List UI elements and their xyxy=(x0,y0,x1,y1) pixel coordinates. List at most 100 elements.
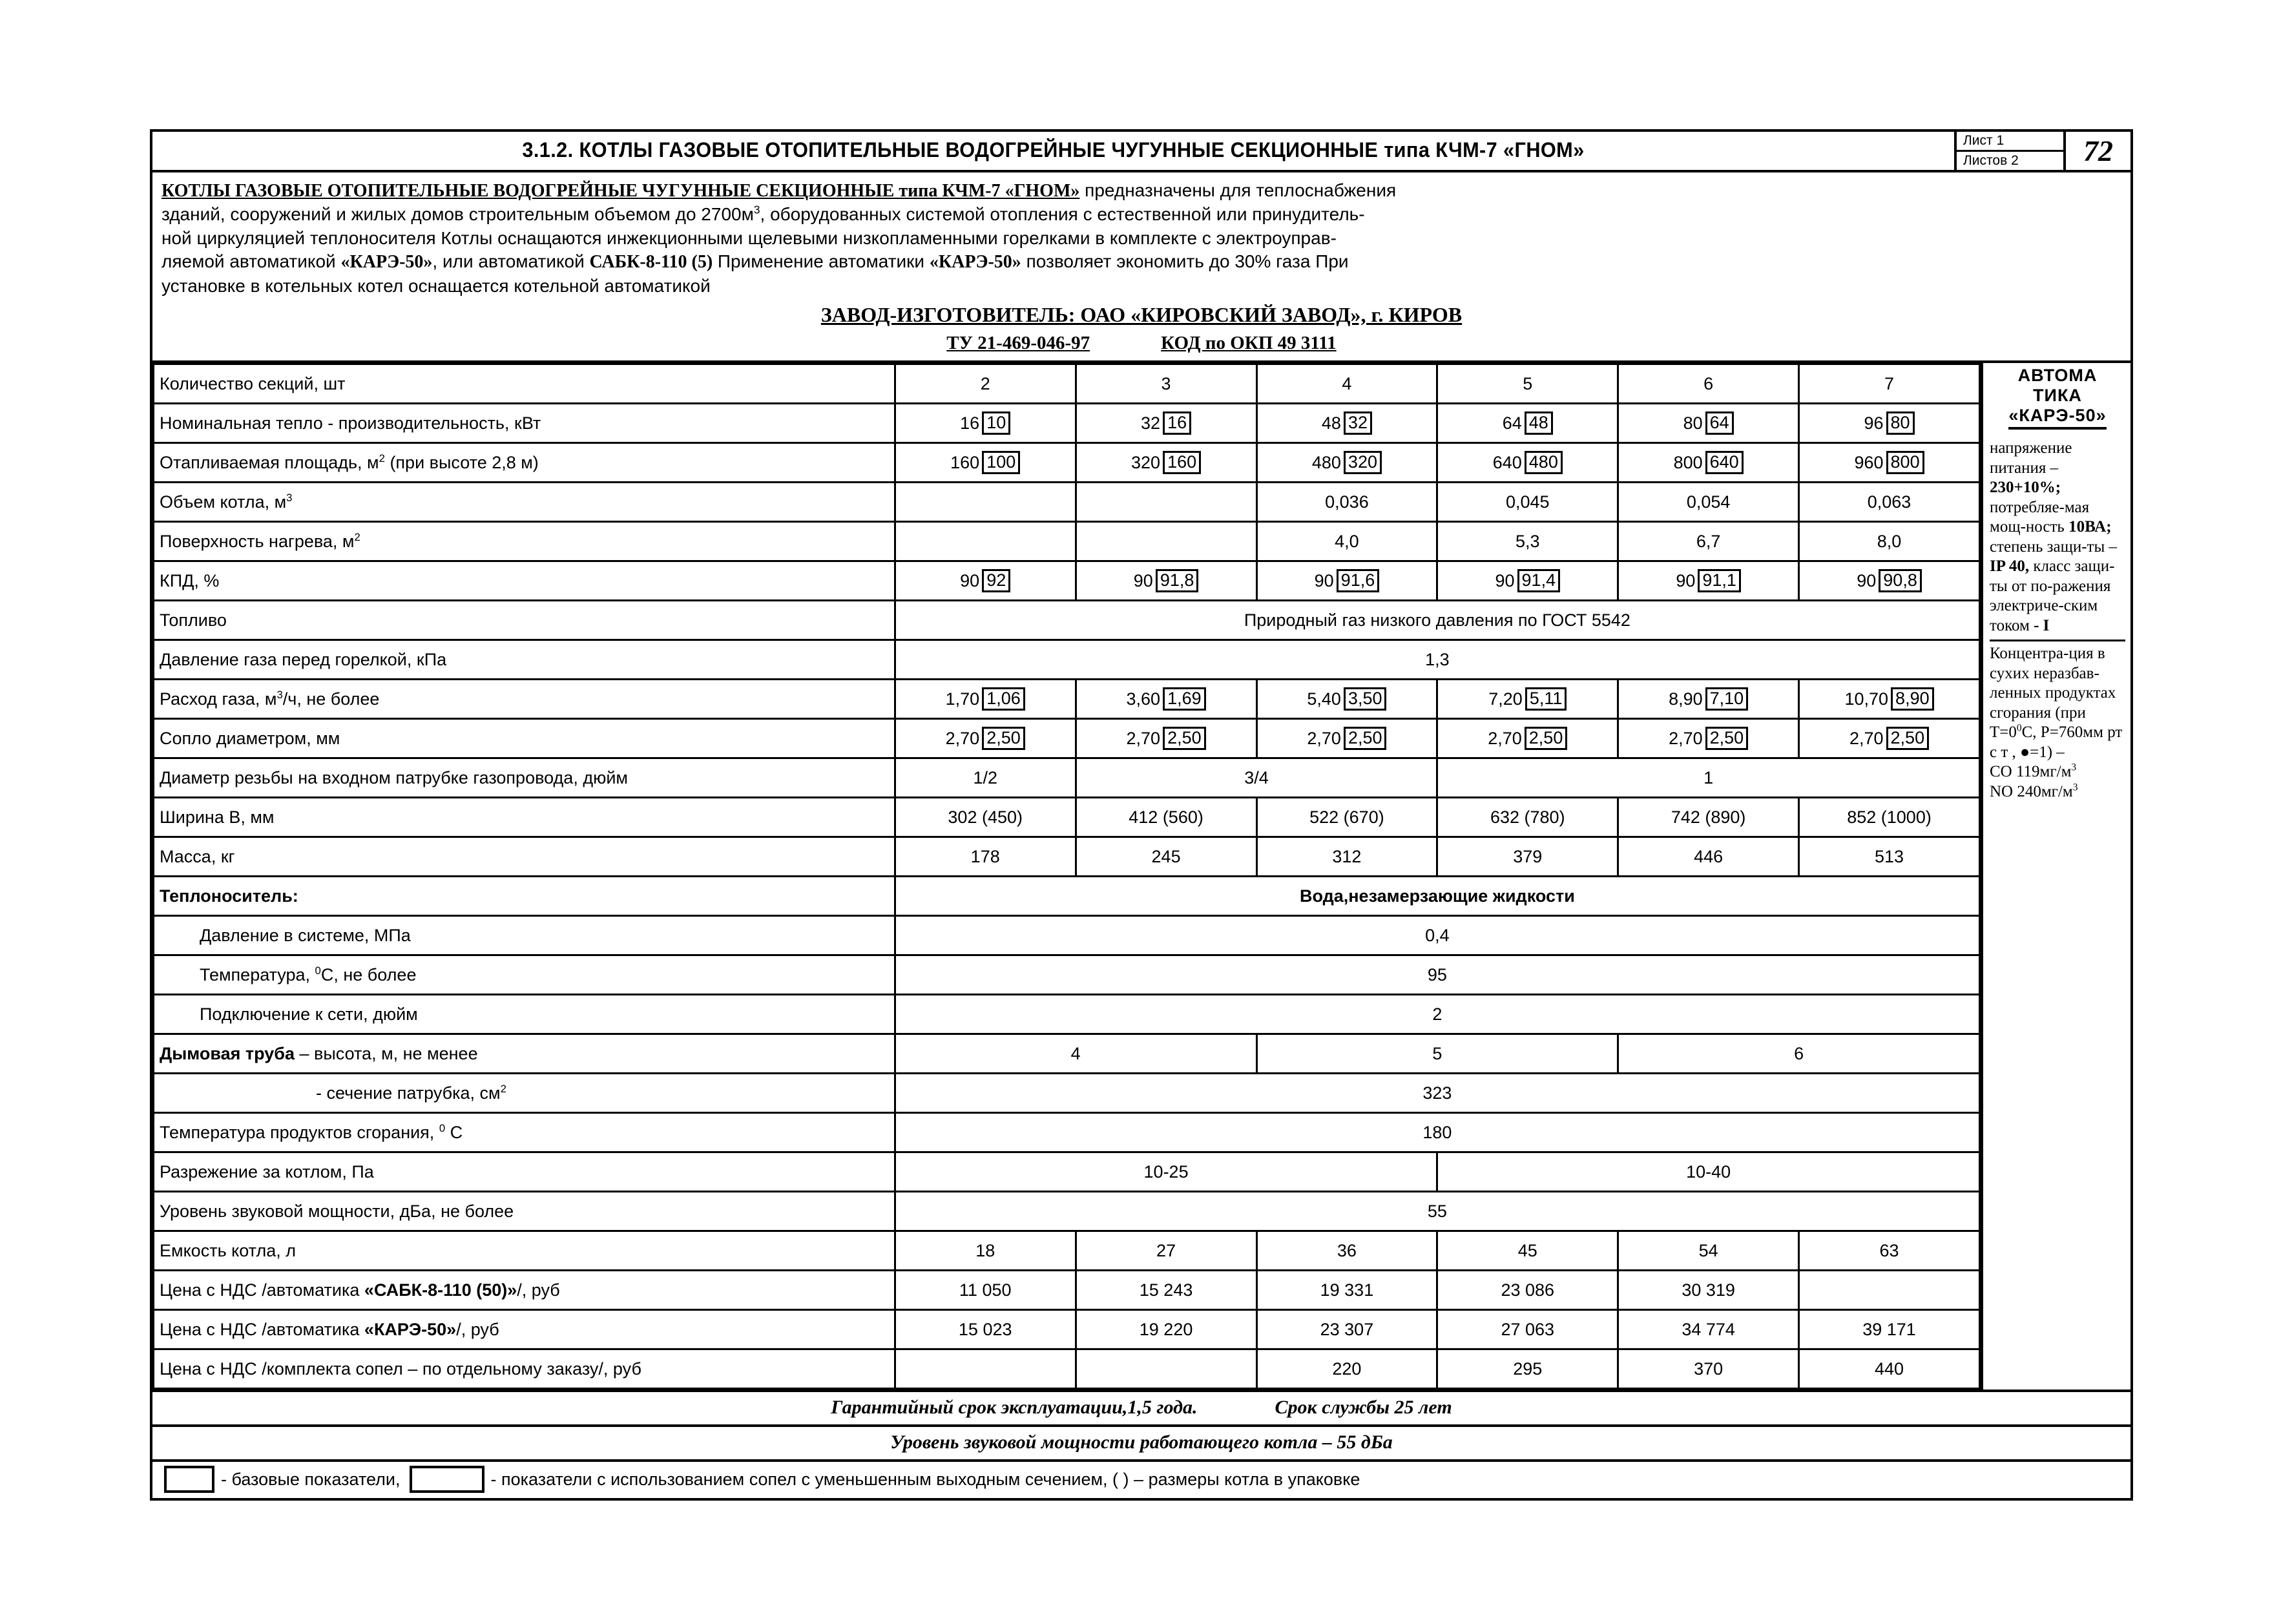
sidebar-title-l1: АВТОМА xyxy=(2017,366,2098,386)
row-cell: 10,70 8,90 xyxy=(1798,678,1981,720)
base-value: 10,70 xyxy=(1844,689,1889,709)
base-value: 2,70 xyxy=(1307,728,1341,748)
table-row: Масса, кг 178 245 312 379 446 513 xyxy=(152,836,1981,878)
row-cell: 742 (890) xyxy=(1617,796,1800,838)
base-value: 320 xyxy=(1131,452,1161,472)
table-row: Топливо Природный газ низкого давления по… xyxy=(152,599,1981,641)
row-label: КПД, % xyxy=(152,560,896,602)
row-cell: 4,0 xyxy=(1255,521,1439,563)
row-merged-value: 323 xyxy=(893,1072,1981,1114)
row-cell xyxy=(1074,1348,1258,1390)
legend-swatch-reduced xyxy=(409,1466,484,1494)
row-cell: 8,90 7,10 xyxy=(1617,678,1800,720)
sheet-current: Лист 1 xyxy=(1957,132,2063,152)
base-value: 5,40 xyxy=(1307,689,1341,709)
base-value: 16 xyxy=(960,413,980,433)
reduced-nozzle-value: 2,50 xyxy=(1886,727,1930,751)
row-merged-value: Природный газ низкого давления по ГОСТ 5… xyxy=(893,599,1981,641)
body-wrap: Количество секций, шт 2 3 4 5 6 7 Номинальная т… xyxy=(152,363,2130,1390)
base-value: 90 xyxy=(1314,570,1334,590)
legend-reduced-text: - показатели с использованием сопел с ум… xyxy=(490,1469,1360,1489)
spec-table-body: Количество секций, шт 2 3 4 5 6 7 Номинальная т… xyxy=(152,363,1981,1390)
base-value: 2,70 xyxy=(1669,728,1703,748)
row-label: Сопло диаметром, мм xyxy=(152,718,896,760)
row-cell: 64 48 xyxy=(1436,402,1620,444)
row-cell: 522 (670) xyxy=(1255,796,1439,838)
reduced-nozzle-value: 91,1 xyxy=(1698,569,1741,593)
row-cell xyxy=(893,481,1077,523)
base-value: 90 xyxy=(1676,570,1696,590)
row-cell: 11 050 xyxy=(893,1269,1077,1311)
base-value: 1,70 xyxy=(945,689,980,709)
sidebar-p5: Концентра-ция в сухих неразбав-ленных пр… xyxy=(1990,645,2116,742)
table-row: Цена с НДС /автоматика «САБК-8-110 (50)»… xyxy=(152,1269,1981,1311)
table-row: Сопло диаметром, мм 2,70 2,50 2,70 2,50 2,70 2… xyxy=(152,718,1981,760)
intro-paragraph: КОТЛЫ ГАЗОВЫЕ ОТОПИТЕЛЬНЫЕ ВОДОГРЕЙНЫЕ Ч… xyxy=(152,172,2130,364)
reduced-nozzle-value: 800 xyxy=(1886,451,1924,475)
legend-swatch-base xyxy=(164,1466,214,1494)
intro-line1-tail: предназначены для теплоснабжения xyxy=(1079,180,1397,200)
table-row: Давление газа перед горелкой, кПа 1,3 xyxy=(152,639,1981,681)
row-cell: 320 160 xyxy=(1074,442,1258,484)
base-value: 800 xyxy=(1673,452,1703,472)
row-cell: 6 xyxy=(1617,363,1800,405)
row-cell xyxy=(1074,481,1258,523)
row-cell: 36 xyxy=(1255,1230,1439,1272)
intro-line4-b: «КАРЭ-50» xyxy=(340,252,433,273)
row-cell: 15 243 xyxy=(1074,1269,1258,1311)
row-label: Давление газа перед горелкой, кПа xyxy=(152,639,896,681)
reduced-nozzle-value: 92 xyxy=(982,569,1011,593)
row-group-value: 6 xyxy=(1617,1033,1981,1075)
base-value: 7,20 xyxy=(1488,689,1523,709)
sheet-total: Листов 2 xyxy=(1963,153,2019,168)
row-cell: 18 xyxy=(893,1230,1077,1272)
table-row: Расход газа, м3/ч, не более 1,70 1,06 3,60 1… xyxy=(152,678,1981,720)
reduced-nozzle-value: 1,06 xyxy=(982,687,1025,711)
table-row: Диаметр резьбы на входном патрубке газоп… xyxy=(152,757,1981,799)
row-cell xyxy=(1074,521,1258,563)
sidebar-title-l2: ТИКА xyxy=(2033,386,2082,406)
row-cell: 160 100 xyxy=(893,442,1077,484)
table-row: КПД, % 90 92 90 91,8 90 91,6 90 91,4 90 91,1 90 90,8 xyxy=(152,560,1981,602)
row-cell: 2,70 2,50 xyxy=(1255,718,1439,760)
base-value: 2,70 xyxy=(945,728,980,748)
table-row: Емкость котла, л 18 27 36 45 54 63 xyxy=(152,1230,1981,1272)
base-value: 2,70 xyxy=(1126,728,1161,748)
row-label: Цена с НДС /автоматика «КАРЭ-50»/, руб xyxy=(152,1309,896,1351)
row-cell: 852 (1000) xyxy=(1798,796,1981,838)
row-cell: 513 xyxy=(1798,836,1981,878)
row-cell xyxy=(1798,1269,1981,1311)
row-cell: 960 800 xyxy=(1798,442,1981,484)
row-group-value: 10-40 xyxy=(1436,1151,1981,1193)
base-value: 8,90 xyxy=(1669,689,1703,709)
sidebar-p4b: - I xyxy=(2034,616,2050,634)
row-cell: 7 xyxy=(1798,363,1981,405)
manufacturer-line: ЗАВОД-ИЗГОТОВИТЕЛЬ: ОАО «КИРОВСКИЙ ЗАВОД… xyxy=(161,302,2121,329)
row-cell: 800 640 xyxy=(1617,442,1800,484)
row-cell: 90 91,8 xyxy=(1074,560,1258,602)
intro-line2-a: зданий, сооружений и жилых домов строите… xyxy=(161,204,754,225)
row-cell: 379 xyxy=(1436,836,1620,878)
reduced-nozzle-value: 5,11 xyxy=(1525,687,1567,711)
table-row: Поверхность нагрева, м2 4,0 5,3 6,7 8,0 xyxy=(152,521,1981,563)
sheet-counter: Лист 1 Листов 2 xyxy=(1954,132,2063,170)
row-cell xyxy=(893,521,1077,563)
okp-code: КОД по ОКП 49 3111 xyxy=(1161,332,1337,353)
intro-line2: зданий, сооружений и жилых домов строите… xyxy=(161,203,2121,226)
reduced-nozzle-value: 2,50 xyxy=(1705,727,1749,751)
row-cell: 0,063 xyxy=(1798,481,1981,523)
reduced-nozzle-value: 80 xyxy=(1886,411,1915,435)
legend-base-text: - базовые показатели, xyxy=(221,1469,401,1489)
table-row: Температура, 0С, не более 95 xyxy=(152,954,1981,996)
row-cell: 5 xyxy=(1436,363,1620,405)
row-cell: 48 32 xyxy=(1255,402,1439,444)
row-label: Подключение к сети, дюйм xyxy=(152,994,896,1036)
row-cell: 440 xyxy=(1798,1348,1981,1390)
row-cell: 0,036 xyxy=(1255,481,1439,523)
table-row: Объем котла, м3 0,036 0,045 0,054 0,063 xyxy=(152,481,1981,523)
row-cell: 32 16 xyxy=(1074,402,1258,444)
row-group-value: 1/2 xyxy=(893,757,1077,799)
reduced-nozzle-value: 10 xyxy=(982,411,1011,435)
table-row: Отапливаемая площадь, м2 (при высоте 2,8… xyxy=(152,442,1981,484)
